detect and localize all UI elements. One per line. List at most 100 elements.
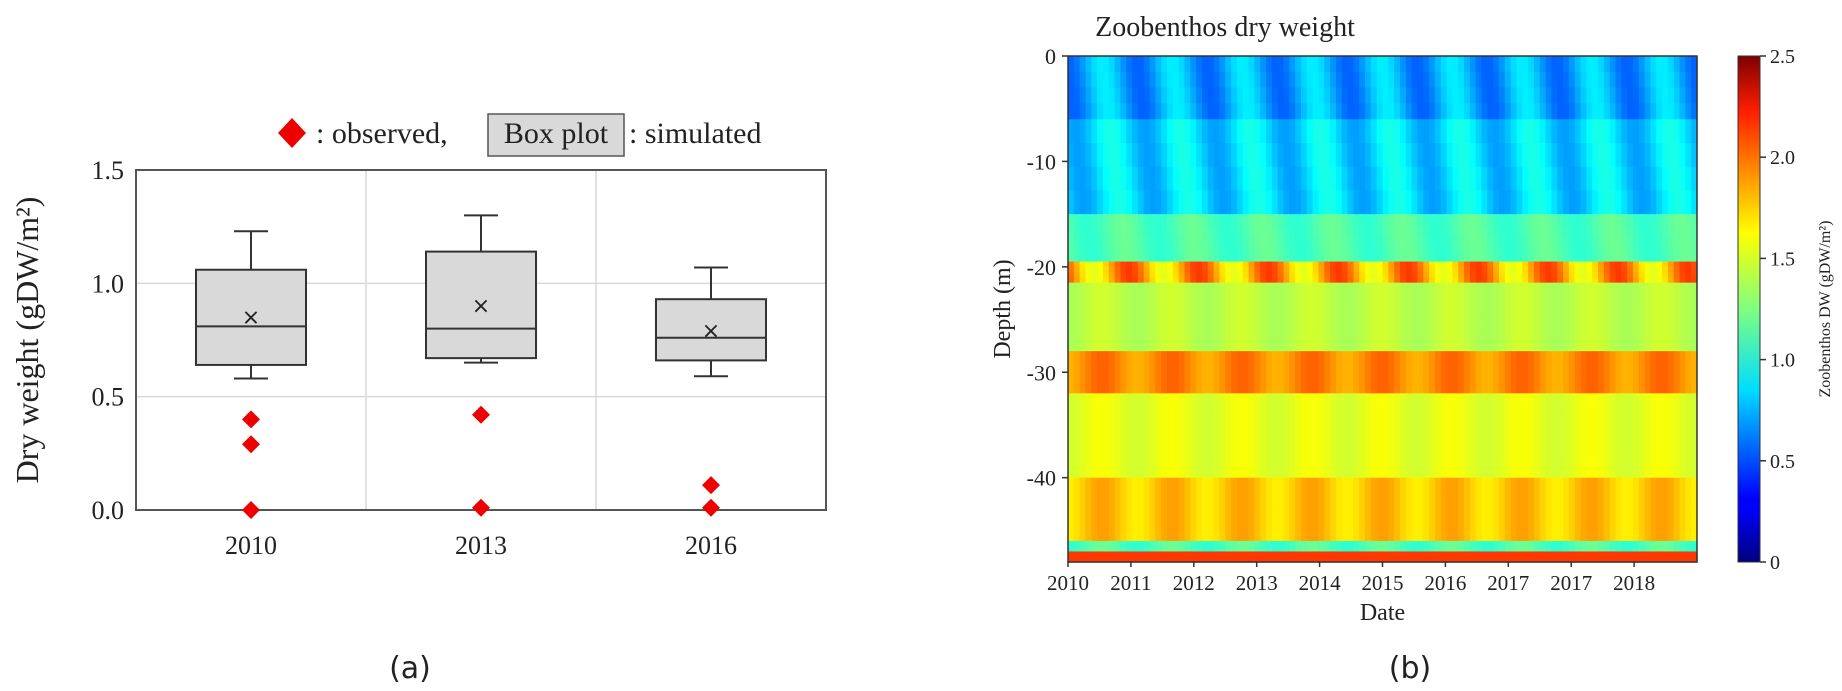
heatmap-cell xyxy=(1440,509,1448,526)
heatmap-cell xyxy=(1609,361,1617,373)
heatmap-cell xyxy=(1423,266,1430,273)
heatmap-cell xyxy=(1376,119,1384,144)
heatmap-cell xyxy=(1120,190,1127,215)
heatmap-cell xyxy=(1184,551,1191,555)
heatmap-cell xyxy=(1266,299,1273,318)
heatmap-cell xyxy=(1376,554,1384,558)
heatmap-cell xyxy=(1225,559,1232,563)
heatmap-cell xyxy=(1580,166,1587,192)
heatmap-cell xyxy=(1411,71,1419,89)
heatmap-cell xyxy=(1627,190,1634,215)
heatmap-cell xyxy=(1388,372,1395,384)
heatmap-cell xyxy=(1452,299,1459,318)
heatmap-cell xyxy=(1539,382,1547,394)
heatmap-cell xyxy=(1324,540,1331,545)
heatmap-cell xyxy=(1260,556,1267,560)
heatmap-cell xyxy=(1627,525,1634,542)
heatmap-cell xyxy=(1411,477,1419,495)
heatmap-cell xyxy=(1120,361,1127,373)
heatmap-cell xyxy=(1306,546,1314,550)
heatmap-cell xyxy=(1190,477,1197,495)
heatmap-cell xyxy=(1458,559,1465,563)
heatmap-cell xyxy=(1673,559,1681,563)
heatmap-cell xyxy=(1376,556,1384,560)
heatmap-cell xyxy=(1283,282,1290,301)
heatmap-cell xyxy=(1667,435,1675,458)
heatmap-cell xyxy=(1335,299,1343,318)
heatmap-cell xyxy=(1219,414,1226,437)
heatmap-cell xyxy=(1254,361,1261,373)
heatmap-cell xyxy=(1557,190,1564,215)
heatmap-cell xyxy=(1254,272,1261,278)
heatmap-cell xyxy=(1411,249,1419,263)
heatmap-cell xyxy=(1114,261,1122,268)
heatmap-cell xyxy=(1399,393,1407,416)
heatmap-cell xyxy=(1528,214,1535,227)
heatmap-cell xyxy=(1190,540,1197,545)
heatmap-cell xyxy=(1563,119,1570,144)
heatmap-cell xyxy=(1667,299,1675,318)
heatmap-cell xyxy=(1132,525,1139,542)
heatmap-cell xyxy=(1434,435,1442,458)
heatmap-cell xyxy=(1481,456,1488,479)
heatmap-cell xyxy=(1388,142,1395,168)
heatmap-cell xyxy=(1592,237,1599,251)
heatmap-cell xyxy=(1603,477,1611,495)
heatmap-cell xyxy=(1318,316,1325,335)
heatmap-cell xyxy=(1464,456,1471,479)
heatmap-cell xyxy=(1108,166,1116,192)
heatmap-cell xyxy=(1592,556,1599,560)
heatmap-cell xyxy=(1143,142,1151,168)
heatmap-cell xyxy=(1574,87,1582,105)
heatmap-cell xyxy=(1464,361,1471,373)
heatmap-cell xyxy=(1440,525,1448,542)
heatmap-cell xyxy=(1481,551,1488,555)
heatmap-cell xyxy=(1201,71,1209,89)
heatmap-cell xyxy=(1528,237,1535,251)
heatmap-cell xyxy=(1143,237,1151,251)
heatmap-cell xyxy=(1656,548,1663,553)
heatmap-cell xyxy=(1335,543,1343,547)
heatmap-cell xyxy=(1085,334,1092,352)
heatmap-cell xyxy=(1394,477,1401,495)
heatmap-cell xyxy=(1644,166,1651,192)
heatmap-cell xyxy=(1551,556,1558,560)
heatmap-cell xyxy=(1201,382,1209,394)
heatmap-cell xyxy=(1434,316,1442,335)
heatmap-cell xyxy=(1557,299,1564,318)
heatmap-cell xyxy=(1656,546,1663,550)
heatmap-cell xyxy=(1353,142,1360,168)
heatmap-cell xyxy=(1656,142,1663,168)
heatmap-cell xyxy=(1201,225,1209,239)
heatmap-cell xyxy=(1568,548,1576,553)
heatmap-cell xyxy=(1434,119,1442,144)
heatmap-cell xyxy=(1539,190,1547,215)
heatmap-cell xyxy=(1172,71,1180,89)
heatmap-cell xyxy=(1399,190,1407,215)
heatmap-cell xyxy=(1662,393,1669,416)
heatmap-cell xyxy=(1586,509,1593,526)
heatmap-cell xyxy=(1481,261,1488,268)
heatmap-cell xyxy=(1563,282,1570,301)
heatmap-cell xyxy=(1079,382,1087,394)
heatmap-cell xyxy=(1469,190,1477,215)
heatmap-cell xyxy=(1172,554,1180,558)
heatmap-cell xyxy=(1149,543,1156,547)
heatmap-cell xyxy=(1528,225,1535,239)
heatmap-cell xyxy=(1102,559,1110,563)
heatmap-cell xyxy=(1231,551,1238,555)
heatmap-cell xyxy=(1603,142,1611,168)
heatmap-cell xyxy=(1347,266,1354,273)
heatmap-cell xyxy=(1266,493,1273,510)
heatmap-cell xyxy=(1347,546,1354,550)
heatmap-cell xyxy=(1324,493,1331,510)
heatmap-cell xyxy=(1563,351,1570,363)
heatmap-cell xyxy=(1399,119,1407,144)
heatmap-cell xyxy=(1277,214,1285,227)
heatmap-cell xyxy=(1155,540,1162,545)
heatmap-cell xyxy=(1394,351,1401,363)
heatmap-cell xyxy=(1609,493,1617,510)
heatmap-cell xyxy=(1423,559,1430,563)
heatmap-cell xyxy=(1225,435,1232,458)
heatmap-cell xyxy=(1277,225,1285,239)
